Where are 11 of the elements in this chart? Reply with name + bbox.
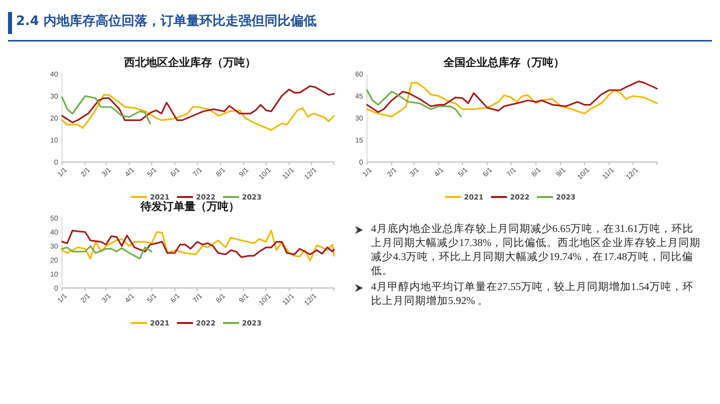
line-series: [61, 94, 335, 131]
line-series: [366, 89, 462, 118]
line-series: [61, 95, 151, 124]
line-series: [61, 245, 152, 260]
text: 4月底内地企业总库存较上月同期减少6.65万吨，在31.61万吨，环比上月同期大幅减少17.38%，同比偏低。西北地区企业库存较上月同期减少4.3万吨，环比上月同期大幅减少19.74%，在17.48万吨，同比偏低。: [371, 224, 700, 277]
chart-title: 西北地区企业库存（万吨）: [123, 56, 256, 69]
chart-title: 全国企业总库存（万吨）: [442, 56, 564, 69]
text: 2.4 内地库存高位回落，订单量环比走强但同比偏低: [16, 12, 317, 30]
chart-title: 待发订单量（万吨）: [140, 200, 240, 213]
line-series: [61, 85, 335, 124]
text: 4月甲醇内地平均订单量在27.55万吨，较上月同期增加1.54万吨，环比上月同期增加5.92% 。: [371, 282, 694, 307]
